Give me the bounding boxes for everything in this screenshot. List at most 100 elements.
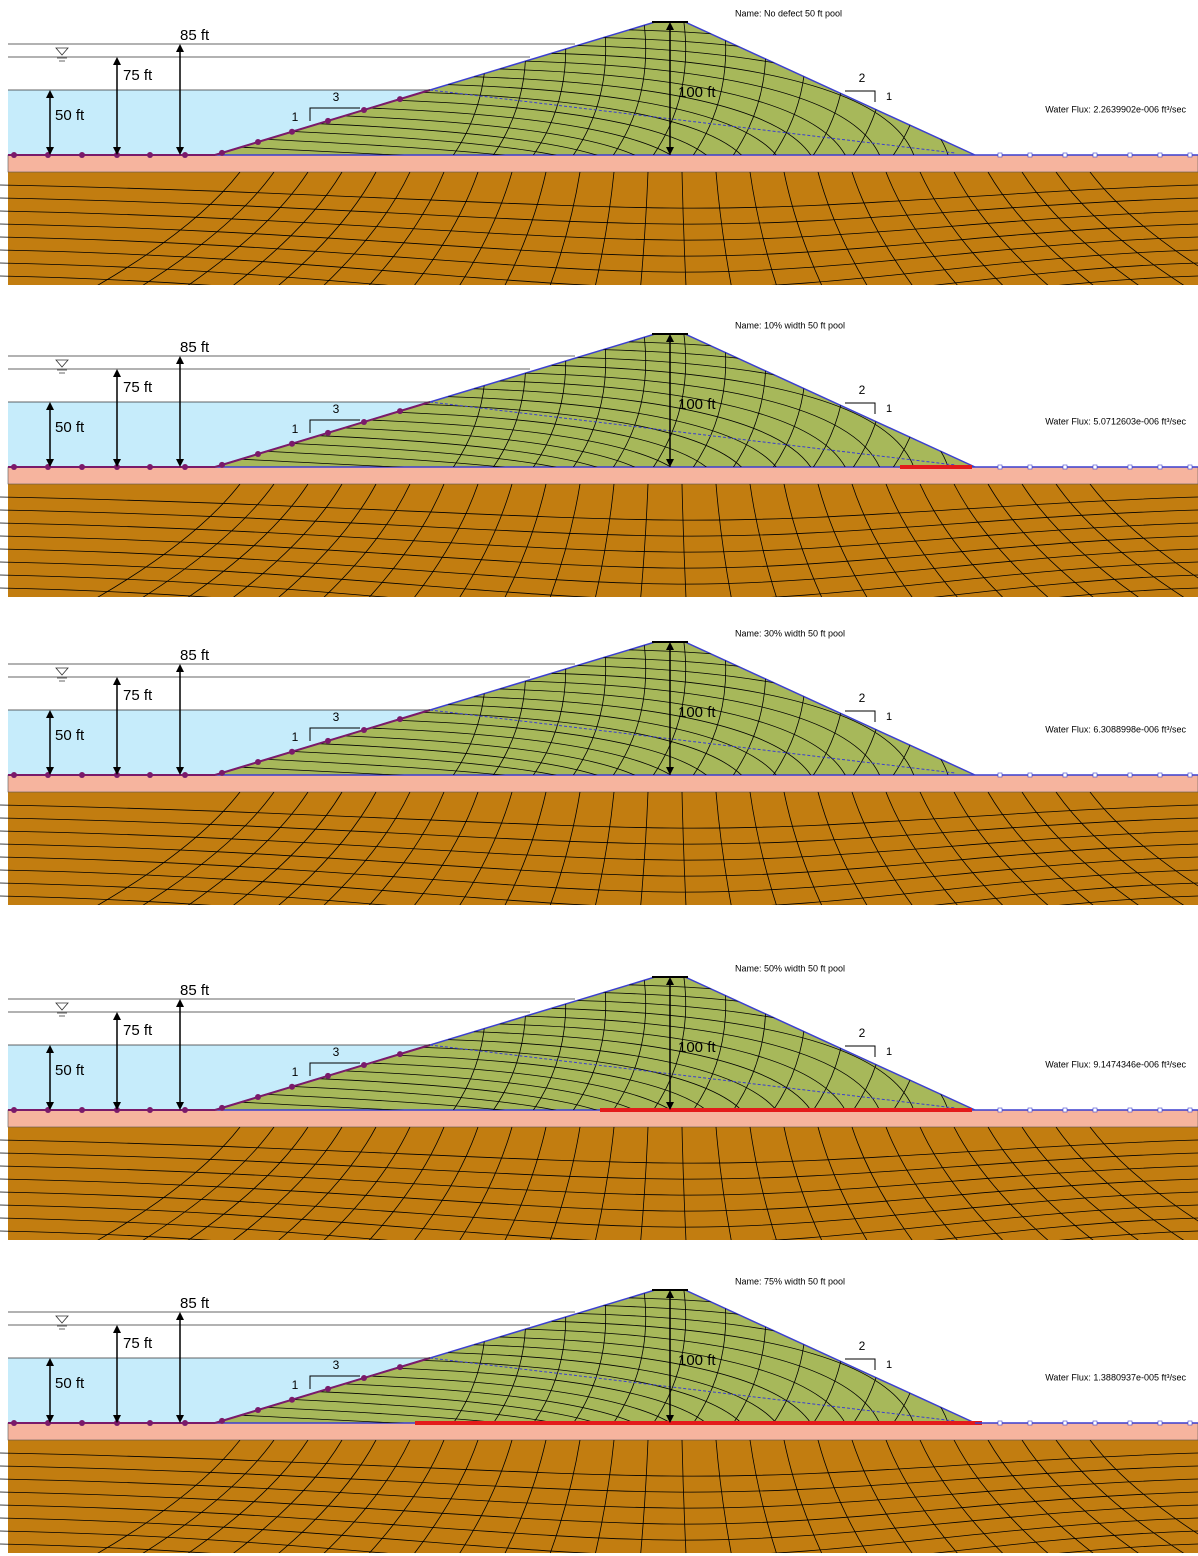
- label: 1: [886, 403, 892, 415]
- label: 3: [333, 710, 340, 724]
- water-symbol: [56, 360, 68, 373]
- drain-defect: [415, 1421, 982, 1425]
- label: Name: 10% width 50 ft pool: [735, 320, 845, 330]
- panel: 85 ft75 ft50 ft100 ft1321Name: 75% width…: [0, 1268, 1198, 1556]
- boundary-node: [255, 451, 261, 457]
- boundary-node: [998, 773, 1002, 777]
- label: 85 ft: [180, 339, 210, 356]
- boundary-node: [361, 1375, 367, 1381]
- boundary-node: [397, 716, 403, 722]
- label: 50 ft: [55, 727, 85, 744]
- boundary-node: [361, 1062, 367, 1068]
- label: Name: 75% width 50 ft pool: [735, 1276, 845, 1286]
- label: Water Flux: 1.3880937e-005 ft³/sec: [1045, 1372, 1186, 1382]
- boundary-node: [79, 152, 85, 158]
- boundary-node: [1128, 773, 1132, 777]
- label: 50 ft: [55, 107, 85, 124]
- embankment: [215, 1290, 975, 1423]
- embankment: [215, 977, 975, 1110]
- boundary-node: [147, 1107, 153, 1113]
- label: Name: 30% width 50 ft pool: [735, 628, 845, 638]
- boundary-node: [255, 139, 261, 145]
- boundary-node: [1093, 465, 1097, 469]
- boundary-node: [147, 464, 153, 470]
- label: 50 ft: [55, 1062, 85, 1079]
- label: 75 ft: [123, 1022, 153, 1039]
- boundary-node: [182, 1107, 188, 1113]
- label: 1: [292, 422, 299, 436]
- boundary-node: [289, 129, 295, 135]
- foundation: [8, 792, 1198, 905]
- seepage-diagrams: 85 ft75 ft50 ft100 ft1321Name: No defect…: [0, 0, 1198, 1556]
- boundary-node: [1188, 1108, 1192, 1112]
- label: Name: 50% width 50 ft pool: [735, 963, 845, 973]
- embankment: [215, 334, 975, 467]
- boundary-node: [1063, 465, 1067, 469]
- label: 1: [886, 711, 892, 723]
- boundary-node: [1128, 465, 1132, 469]
- label: 50 ft: [55, 1375, 85, 1392]
- label: 85 ft: [180, 982, 210, 999]
- label: 100 ft: [678, 1039, 716, 1056]
- label: 2: [859, 1026, 866, 1040]
- boundary-node: [1128, 1421, 1132, 1425]
- label: 2: [859, 383, 866, 397]
- boundary-node: [1028, 773, 1032, 777]
- label: 75 ft: [123, 1335, 153, 1352]
- boundary-node: [998, 153, 1002, 157]
- boundary-node: [1063, 1108, 1067, 1112]
- boundary-node: [1093, 1421, 1097, 1425]
- boundary-node: [219, 150, 225, 156]
- panel: 85 ft75 ft50 ft100 ft1321Name: 50% width…: [0, 955, 1198, 1275]
- label: Water Flux: 2.2639902e-006 ft³/sec: [1045, 104, 1186, 114]
- boundary-node: [289, 749, 295, 755]
- boundary-node: [325, 430, 331, 436]
- boundary-node: [397, 1051, 403, 1057]
- boundary-node: [1093, 1108, 1097, 1112]
- boundary-node: [182, 464, 188, 470]
- boundary-node: [219, 462, 225, 468]
- label: 50 ft: [55, 419, 85, 436]
- boundary-node: [325, 1073, 331, 1079]
- label: 85 ft: [180, 27, 210, 44]
- drain-defect: [600, 1108, 972, 1112]
- label: 3: [333, 90, 340, 104]
- foundation: [8, 172, 1198, 285]
- boundary-node: [79, 772, 85, 778]
- boundary-node: [219, 1418, 225, 1424]
- boundary-node: [255, 1094, 261, 1100]
- water-symbol: [56, 1003, 68, 1016]
- boundary-node: [1188, 1421, 1192, 1425]
- boundary-node: [182, 772, 188, 778]
- boundary-node: [325, 118, 331, 124]
- label: 85 ft: [180, 647, 210, 664]
- boundary-node: [79, 464, 85, 470]
- label: Water Flux: 9.1474346e-006 ft³/sec: [1045, 1059, 1186, 1069]
- boundary-node: [79, 1420, 85, 1426]
- foundation: [8, 484, 1198, 597]
- page: 85 ft75 ft50 ft100 ft1321Name: No defect…: [0, 0, 1198, 1556]
- label: 1: [292, 730, 299, 744]
- water-symbol: [56, 1316, 68, 1329]
- boundary-node: [219, 1105, 225, 1111]
- label: 75 ft: [123, 379, 153, 396]
- boundary-node: [1188, 153, 1192, 157]
- boundary-node: [1063, 153, 1067, 157]
- label: 1: [886, 1046, 892, 1058]
- boundary-node: [998, 1421, 1002, 1425]
- boundary-node: [1063, 1421, 1067, 1425]
- boundary-node: [1128, 153, 1132, 157]
- boundary-node: [397, 408, 403, 414]
- boundary-node: [1028, 153, 1032, 157]
- label: 2: [859, 71, 866, 85]
- boundary-node: [11, 1107, 17, 1113]
- foundation: [8, 1440, 1198, 1553]
- panel: 85 ft75 ft50 ft100 ft1321Name: 30% width…: [0, 620, 1198, 940]
- water-symbol: [56, 48, 68, 61]
- boundary-node: [998, 1108, 1002, 1112]
- boundary-node: [147, 1420, 153, 1426]
- boundary-node: [1028, 1421, 1032, 1425]
- boundary-node: [255, 759, 261, 765]
- boundary-node: [1158, 773, 1162, 777]
